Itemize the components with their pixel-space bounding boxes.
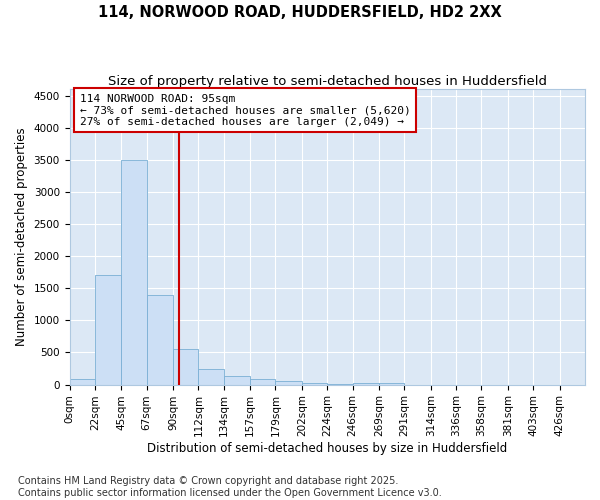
Text: 114 NORWOOD ROAD: 95sqm
← 73% of semi-detached houses are smaller (5,620)
27% of: 114 NORWOOD ROAD: 95sqm ← 73% of semi-de… xyxy=(80,94,410,127)
Bar xyxy=(121,160,146,384)
Bar xyxy=(379,383,404,384)
Bar xyxy=(146,294,173,384)
Bar xyxy=(173,350,199,384)
X-axis label: Distribution of semi-detached houses by size in Huddersfield: Distribution of semi-detached houses by … xyxy=(147,442,508,455)
Bar xyxy=(199,369,224,384)
Bar xyxy=(302,382,327,384)
Bar xyxy=(70,380,95,384)
Bar xyxy=(353,382,379,384)
Text: 114, NORWOOD ROAD, HUDDERSFIELD, HD2 2XX: 114, NORWOOD ROAD, HUDDERSFIELD, HD2 2XX xyxy=(98,5,502,20)
Bar xyxy=(275,382,302,384)
Title: Size of property relative to semi-detached houses in Huddersfield: Size of property relative to semi-detach… xyxy=(108,75,547,88)
Bar xyxy=(224,376,250,384)
Y-axis label: Number of semi-detached properties: Number of semi-detached properties xyxy=(15,128,28,346)
Bar xyxy=(250,380,275,384)
Text: Contains HM Land Registry data © Crown copyright and database right 2025.
Contai: Contains HM Land Registry data © Crown c… xyxy=(18,476,442,498)
Bar xyxy=(95,276,121,384)
